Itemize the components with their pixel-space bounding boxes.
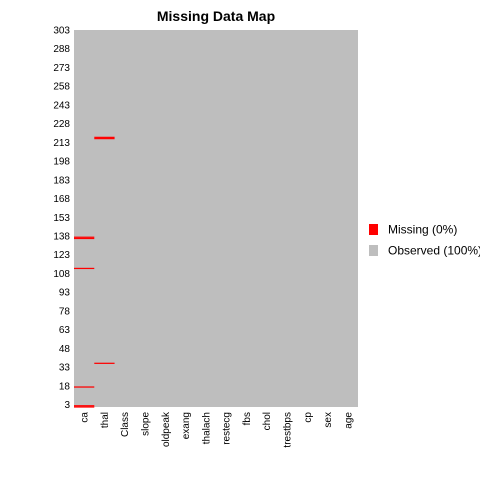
y-tick-label: 273 xyxy=(53,63,70,74)
legend: Missing (0%) Observed (100%) xyxy=(369,223,480,258)
x-tick-label-sex: sex xyxy=(323,412,334,428)
y-tick-label: 198 xyxy=(53,157,70,168)
y-tick-label: 3 xyxy=(64,400,70,411)
y-tick-label: 93 xyxy=(59,288,71,299)
x-tick-label-trestbps: trestbps xyxy=(283,412,294,448)
x-tick-label-exang: exang xyxy=(181,412,192,439)
y-tick-label: 138 xyxy=(53,231,70,242)
legend-swatch-1 xyxy=(369,245,378,256)
y-tick-label: 153 xyxy=(53,213,70,224)
y-tick-label: 168 xyxy=(53,194,70,205)
x-axis: ca thal Class slope oldpeak exang thalach reste… xyxy=(80,411,355,448)
y-tick-label: 18 xyxy=(59,381,71,392)
x-tick-label-age: age xyxy=(343,412,354,429)
y-tick-label: 78 xyxy=(59,306,71,317)
y-tick-label: 108 xyxy=(53,269,70,280)
missing-cell-ca-112 xyxy=(74,267,95,270)
x-tick-label-restecg: restecg xyxy=(222,412,233,445)
observed-cells xyxy=(74,30,358,407)
x-tick-label-Class: Class xyxy=(120,412,131,437)
chart-title: Missing Data Map xyxy=(157,8,275,24)
y-axis: 3 18 33 48 63 78 93 108 123 138 153 168 183 198 213 228… xyxy=(53,26,70,412)
y-tick-label: 63 xyxy=(59,325,71,336)
x-tick-label-oldpeak: oldpeak xyxy=(161,411,172,447)
y-tick-label: 243 xyxy=(53,100,70,111)
legend-label-1: Observed (100%) xyxy=(388,244,480,258)
y-tick-label: 33 xyxy=(59,363,71,374)
y-tick-label: 228 xyxy=(53,119,70,130)
x-tick-label-slope: slope xyxy=(141,412,152,436)
x-tick-label-thal: thal xyxy=(100,412,111,428)
x-tick-label-cp: cp xyxy=(303,412,314,423)
missing-cell-thal-216 xyxy=(94,137,115,140)
x-tick-label-ca: ca xyxy=(80,412,91,423)
y-tick-label: 183 xyxy=(53,175,70,186)
legend-swatch-0 xyxy=(369,224,378,235)
plot-area xyxy=(74,30,358,408)
y-tick-label: 288 xyxy=(53,44,70,55)
y-tick-label: 123 xyxy=(53,250,70,261)
missing-cell-thal-36 xyxy=(94,362,115,364)
missing-cell-ca-137 xyxy=(74,236,95,238)
y-tick-label: 258 xyxy=(53,82,70,93)
y-tick-label: 48 xyxy=(59,344,71,355)
y-tick-label: 213 xyxy=(53,138,70,149)
missing-cell-ca-1 xyxy=(74,406,95,408)
missing-cell-ca-136 xyxy=(74,237,95,240)
legend-label-0: Missing (0%) xyxy=(388,223,457,237)
missing-cell-ca-2 xyxy=(74,405,95,407)
x-tick-label-fbs: fbs xyxy=(242,412,253,425)
missing-cell-ca-17 xyxy=(74,386,95,388)
missing-cell-thal-217 xyxy=(94,136,115,138)
x-tick-label-chol: chol xyxy=(262,412,273,430)
x-tick-label-thalach: thalach xyxy=(201,412,212,444)
y-tick-label: 303 xyxy=(53,26,70,37)
